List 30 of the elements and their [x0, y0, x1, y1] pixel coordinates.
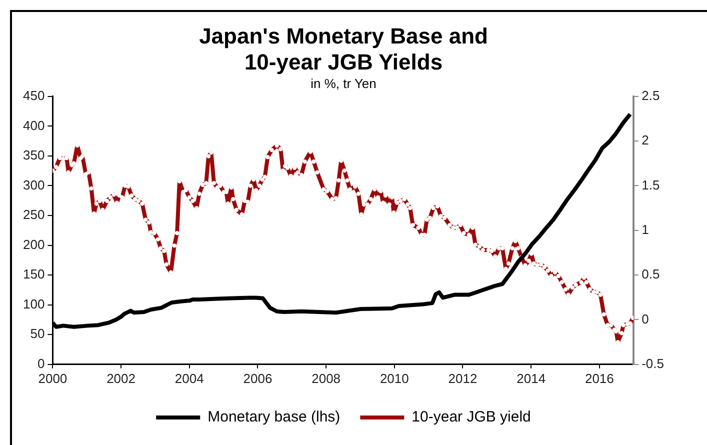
y-tick-label: 100: [22, 296, 45, 312]
x-tick-label: 2000: [38, 370, 68, 386]
y2-tick-label: 2: [642, 132, 649, 148]
y-tick-label: 300: [22, 177, 45, 192]
x-tick-label: 2006: [243, 370, 272, 386]
x-tick-label: 2016: [584, 370, 614, 386]
y-tick-label: 250: [22, 207, 45, 222]
chart-subtitle: in %, tr Yen: [310, 76, 376, 92]
x-tick-label: 2012: [448, 370, 478, 386]
x-tick-label: 2014: [516, 370, 546, 386]
y2-tick-label: 0.5: [642, 266, 660, 282]
chart-title: Japan's Monetary Base and 10-year JGB Yields: [199, 23, 488, 75]
y-tick-label: 400: [22, 118, 45, 133]
y2-tick-label: -0.5: [642, 356, 664, 371]
x-tick-label: 2004: [174, 370, 204, 386]
legend-label: Monetary base (lhs): [208, 408, 340, 426]
y-tick-label: 350: [22, 148, 45, 163]
y-tick-label: 150: [22, 266, 45, 282]
y2-tick-label: 0: [642, 311, 649, 326]
x-tick-label: 2010: [380, 370, 409, 386]
x-tick-label: 2008: [312, 370, 341, 386]
y-tick-label: 0: [37, 356, 45, 371]
x-tick-label: 2002: [106, 370, 136, 386]
y2-tick-label: 1: [642, 222, 649, 237]
legend-label: 10-year JGB yield: [412, 408, 531, 426]
y-tick-label: 50: [30, 326, 45, 342]
y-tick-label: 450: [22, 88, 45, 103]
y2-tick-label: 1.5: [642, 177, 660, 192]
y-tick-label: 200: [22, 236, 45, 252]
y2-tick-label: 2.5: [642, 88, 660, 103]
